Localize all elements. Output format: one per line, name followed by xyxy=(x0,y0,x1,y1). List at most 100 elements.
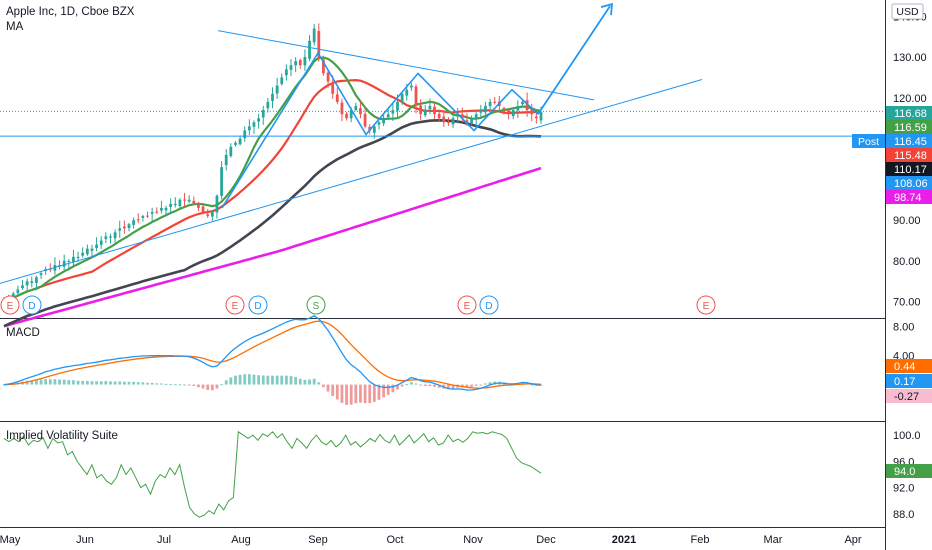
candle-body[interactable] xyxy=(280,77,284,85)
macd-histogram-bar[interactable] xyxy=(81,380,85,385)
macd-histogram-bar[interactable] xyxy=(90,381,94,385)
candle-body[interactable] xyxy=(113,232,117,239)
macd-histogram-bar[interactable] xyxy=(229,377,233,385)
macd-histogram-bar[interactable] xyxy=(257,375,261,385)
candle-body[interactable] xyxy=(511,110,515,117)
iv-pane[interactable] xyxy=(3,430,542,518)
macd-histogram-bar[interactable] xyxy=(243,374,247,385)
macd-histogram-bar[interactable] xyxy=(359,384,362,403)
candle-body[interactable] xyxy=(99,240,103,245)
macd-histogram-bar[interactable] xyxy=(206,384,210,390)
ma-magenta-line[interactable] xyxy=(3,166,542,328)
ma-legend[interactable]: MA xyxy=(6,21,24,33)
candle-body[interactable] xyxy=(220,167,223,196)
macd-histogram-bar[interactable] xyxy=(484,383,487,385)
macd-histogram-bar[interactable] xyxy=(322,384,325,388)
macd-histogram-bar[interactable] xyxy=(368,384,372,404)
candle-body[interactable] xyxy=(224,154,228,166)
macd-histogram-bar[interactable] xyxy=(409,382,413,385)
macd-histogram-bar[interactable] xyxy=(210,384,214,391)
candle-body[interactable] xyxy=(85,248,89,255)
macd-histogram-bar[interactable] xyxy=(224,380,228,385)
macd-histogram-bar[interactable] xyxy=(377,384,381,400)
candle-body[interactable] xyxy=(90,248,94,251)
macd-value-badge[interactable] xyxy=(886,374,932,388)
macd-histogram-bar[interactable] xyxy=(58,379,61,385)
macd-histogram-bar[interactable] xyxy=(67,380,71,385)
candle-body[interactable] xyxy=(11,293,15,298)
macd-histogram-bar[interactable] xyxy=(44,379,48,385)
candle-body[interactable] xyxy=(275,85,279,94)
candle-body[interactable] xyxy=(354,106,358,111)
macd-histogram-bar[interactable] xyxy=(109,381,112,385)
candle-body[interactable] xyxy=(331,82,335,94)
macd-histogram-bar[interactable] xyxy=(294,376,298,385)
candle-body[interactable] xyxy=(456,114,460,117)
macd-histogram-bar[interactable] xyxy=(349,384,353,405)
macd-histogram-bar[interactable] xyxy=(405,384,409,386)
zigzag-drawing[interactable] xyxy=(221,51,539,209)
candle-body[interactable] xyxy=(372,126,376,133)
macd-histogram-bar[interactable] xyxy=(183,384,186,386)
macd-histogram-bar[interactable] xyxy=(261,375,265,385)
macd-histogram-bar[interactable] xyxy=(220,384,223,386)
ma-black-line[interactable] xyxy=(3,118,542,328)
candle-body[interactable] xyxy=(81,252,85,256)
candle-body[interactable] xyxy=(502,107,506,111)
price-label-badge[interactable] xyxy=(886,190,932,204)
candle-body[interactable] xyxy=(433,106,436,115)
candle-body[interactable] xyxy=(326,72,330,82)
macd-histogram-bar[interactable] xyxy=(271,375,274,385)
macd-histogram-bar[interactable] xyxy=(146,382,149,385)
candle-body[interactable] xyxy=(447,122,450,124)
candle-body[interactable] xyxy=(386,114,390,118)
candle-body[interactable] xyxy=(345,113,348,119)
macd-histogram-bar[interactable] xyxy=(62,379,66,385)
candle-body[interactable] xyxy=(229,146,233,157)
candle-body[interactable] xyxy=(192,200,196,204)
candle-body[interactable] xyxy=(317,30,321,58)
macd-pane[interactable] xyxy=(2,315,543,405)
candle-body[interactable] xyxy=(72,256,75,263)
currency-badge[interactable] xyxy=(891,3,924,20)
macd-histogram-bar[interactable] xyxy=(317,382,321,385)
macd-histogram-bar[interactable] xyxy=(215,384,219,389)
macd-histogram-bar[interactable] xyxy=(354,384,358,404)
projection-arrowhead[interactable] xyxy=(600,2,614,16)
candle-body[interactable] xyxy=(488,101,492,107)
candle-body[interactable] xyxy=(308,40,311,59)
candle-body[interactable] xyxy=(160,207,163,211)
candle-body[interactable] xyxy=(294,61,298,66)
candle-body[interactable] xyxy=(146,215,149,217)
candle-body[interactable] xyxy=(109,236,112,238)
macd-histogram-bar[interactable] xyxy=(530,384,534,386)
candle-body[interactable] xyxy=(187,199,191,202)
macd-histogram-bar[interactable] xyxy=(127,381,131,385)
macd-histogram-bar[interactable] xyxy=(345,384,348,405)
candle-body[interactable] xyxy=(405,89,409,96)
candle-body[interactable] xyxy=(465,120,469,123)
macd-histogram-bar[interactable] xyxy=(433,384,436,387)
post-label-badge[interactable] xyxy=(852,134,885,148)
macd-histogram-bar[interactable] xyxy=(252,374,256,385)
candle-body[interactable] xyxy=(39,273,43,275)
candle-body[interactable] xyxy=(30,281,34,283)
macd-histogram-bar[interactable] xyxy=(99,381,103,385)
candle-body[interactable] xyxy=(197,204,200,208)
event-marker-dividend[interactable] xyxy=(479,295,499,315)
iv-legend[interactable]: Implied Volatility Suite xyxy=(6,430,118,442)
macd-histogram-bar[interactable] xyxy=(284,375,288,385)
candle-body[interactable] xyxy=(76,256,80,259)
macd-histogram-bar[interactable] xyxy=(234,375,237,385)
macd-histogram-bar[interactable] xyxy=(53,379,57,385)
macd-histogram-bar[interactable] xyxy=(470,384,473,387)
candle-body[interactable] xyxy=(534,116,538,119)
macd-histogram-bar[interactable] xyxy=(113,381,117,385)
macd-histogram-bar[interactable] xyxy=(85,380,89,385)
macd-histogram-bar[interactable] xyxy=(178,384,182,386)
candle-body[interactable] xyxy=(104,236,108,239)
candle-body[interactable] xyxy=(95,244,98,248)
event-marker-earnings[interactable] xyxy=(696,295,716,315)
candle-body[interactable] xyxy=(201,206,205,212)
